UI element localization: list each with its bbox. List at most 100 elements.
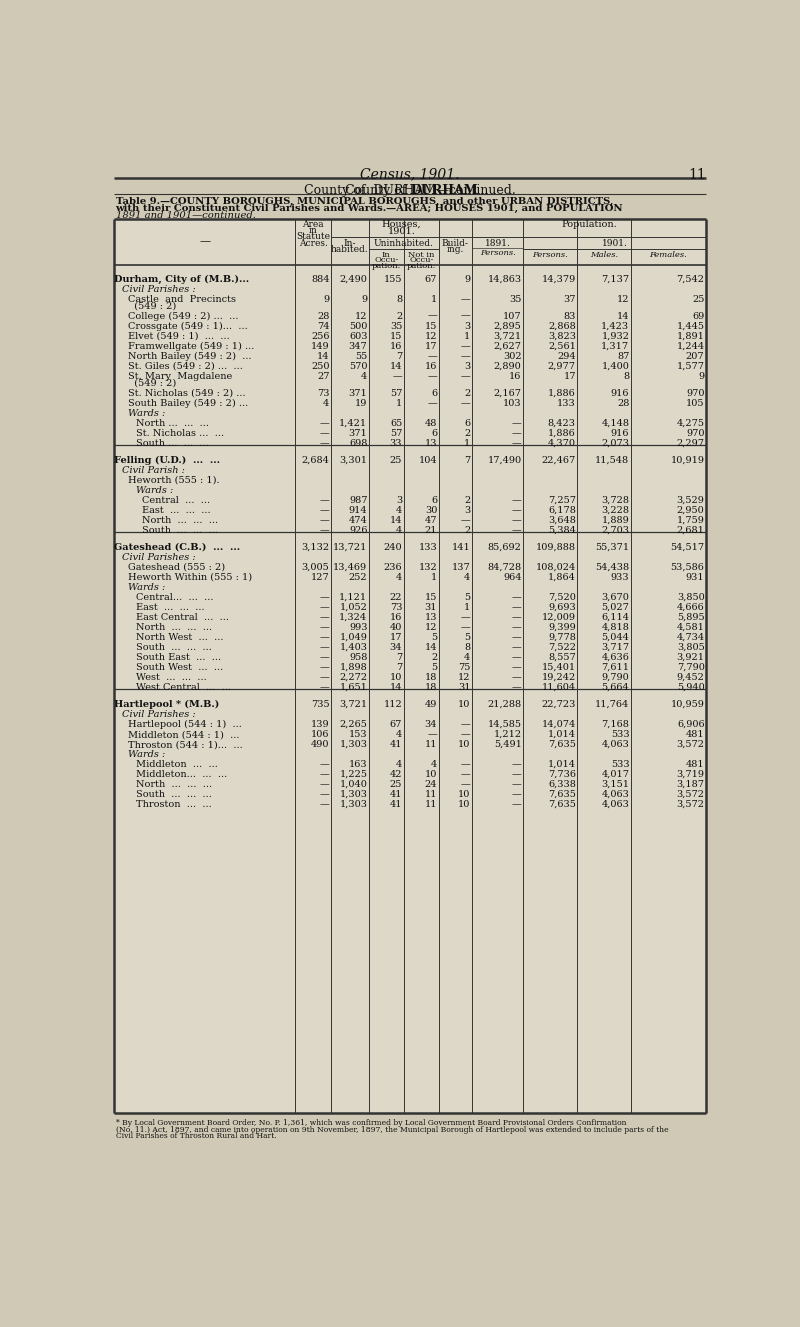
Text: 3,151: 3,151 [602,780,630,790]
Text: 155: 155 [384,275,402,284]
Text: 14: 14 [425,644,437,652]
Text: Throston  ...  ...: Throston ... ... [136,800,211,809]
Text: Hartlepool (544 : 1)  ...: Hartlepool (544 : 1) ... [128,721,242,729]
Text: 1,891: 1,891 [677,332,705,341]
Text: 67: 67 [390,721,402,729]
Text: 3: 3 [396,496,402,504]
Text: 73: 73 [317,389,330,398]
Text: —: — [512,683,522,691]
Text: 2,167: 2,167 [494,389,522,398]
Text: —: — [461,516,470,524]
Bar [114,219,706,1113]
Text: 6: 6 [431,429,437,438]
Text: 10: 10 [425,770,437,779]
Text: 65: 65 [390,419,402,427]
Text: 5: 5 [431,664,437,671]
Text: East  ...  ...  ...: East ... ... ... [136,602,204,612]
Text: 37: 37 [563,295,576,304]
Text: 3,572: 3,572 [677,740,705,748]
Text: 7,522: 7,522 [548,644,576,652]
Text: —: — [512,800,522,809]
Text: 35: 35 [510,295,522,304]
Text: 15: 15 [425,593,437,602]
Text: 11,604: 11,604 [542,683,576,691]
Text: 347: 347 [349,342,367,350]
Text: —: — [512,644,522,652]
Text: 1,898: 1,898 [340,664,367,671]
Text: 1,886: 1,886 [548,429,576,438]
Text: 3,921: 3,921 [677,653,705,662]
Text: 914: 914 [349,506,367,515]
Text: 735: 735 [310,701,330,709]
Text: 1,423: 1,423 [602,321,630,330]
Text: 30: 30 [425,506,437,515]
Text: 15: 15 [425,321,437,330]
Text: 4,063: 4,063 [602,800,630,809]
Text: 28: 28 [317,312,330,321]
Text: Persons.: Persons. [533,251,568,259]
Text: 83: 83 [563,312,576,321]
Text: Heworth Within (555 : 1): Heworth Within (555 : 1) [128,573,252,581]
Text: 16: 16 [390,342,402,350]
Text: —: — [512,516,522,524]
Text: 69: 69 [692,312,705,321]
Text: 252: 252 [349,573,367,581]
Text: Persons.: Persons. [480,249,515,257]
Text: 3,805: 3,805 [677,644,705,652]
Text: 970: 970 [686,389,705,398]
Text: 25: 25 [692,295,705,304]
Text: —: — [320,622,330,632]
Text: 22: 22 [390,593,402,602]
Text: 55,371: 55,371 [595,543,630,552]
Text: Males.: Males. [590,251,618,259]
Text: —: — [512,506,522,515]
Text: —: — [512,613,522,622]
Text: 127: 127 [310,573,330,581]
Text: 9,790: 9,790 [602,673,630,682]
Text: 993: 993 [349,622,367,632]
Text: 28: 28 [617,398,630,407]
Text: 10,959: 10,959 [670,701,705,709]
Text: 109,888: 109,888 [536,543,576,552]
Text: 207: 207 [686,352,705,361]
Text: 2,627: 2,627 [494,342,522,350]
Text: 1,014: 1,014 [548,730,576,739]
Text: 6: 6 [431,496,437,504]
Text: DURHAM: DURHAM [410,184,478,196]
Text: 3,228: 3,228 [602,506,630,515]
Text: 5,027: 5,027 [602,602,630,612]
Text: —: — [393,372,402,381]
Text: 4,636: 4,636 [602,653,630,662]
Text: 1: 1 [464,602,470,612]
Text: 1,445: 1,445 [677,321,705,330]
Text: 1,759: 1,759 [677,516,705,524]
Text: 87: 87 [617,352,630,361]
Text: —: — [320,525,330,535]
Text: 970: 970 [686,429,705,438]
Text: North West  ...  ...: North West ... ... [136,633,223,642]
Text: 57: 57 [390,429,402,438]
Text: 10: 10 [458,800,470,809]
Text: 57: 57 [390,389,402,398]
Text: Felling (U.D.)  ...  ...: Felling (U.D.) ... ... [114,455,220,464]
Text: 9: 9 [464,275,470,284]
Text: 149: 149 [310,342,330,350]
Text: 4,666: 4,666 [677,602,705,612]
Text: 7,520: 7,520 [548,593,576,602]
Text: 1,121: 1,121 [339,593,367,602]
Text: 933: 933 [610,573,630,581]
Text: —: — [461,312,470,321]
Text: Central  ...  ...: Central ... ... [142,496,210,504]
Text: —: — [427,398,437,407]
Text: —: — [512,602,522,612]
Text: 19: 19 [355,398,367,407]
Text: —: — [320,683,330,691]
Text: 2,681: 2,681 [677,525,705,535]
Text: 3,301: 3,301 [339,455,367,464]
Text: 163: 163 [349,760,367,770]
Text: 6: 6 [431,389,437,398]
Text: 21: 21 [425,525,437,535]
Text: 7,611: 7,611 [602,664,630,671]
Text: 1: 1 [431,295,437,304]
Text: 19,242: 19,242 [542,673,576,682]
